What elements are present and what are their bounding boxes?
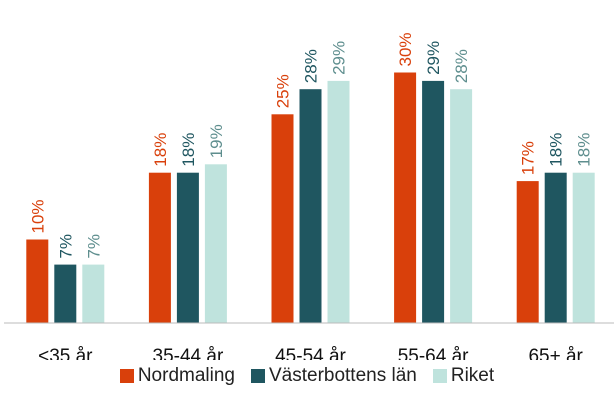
bar-vasterbottens-lan-3 <box>299 89 322 323</box>
x-tick-label-3: 45-54 år <box>275 346 346 360</box>
bar-vasterbottens-lan-5 <box>544 172 567 323</box>
data-label-vasterbottens-lan-4: 29% <box>424 41 443 75</box>
bar-chart: 10% 7% 7% <35 år 18% 18% 19% 35-44 år 25% 28% 29% 4… <box>4 32 614 360</box>
data-label-riket-1: 7% <box>84 234 103 259</box>
legend-item-nordmaling: Nordmaling <box>119 365 235 387</box>
data-label-riket-2: 19% <box>207 124 226 158</box>
bar-nordmaling-5 <box>516 181 539 323</box>
bar-vasterbottens-lan-4 <box>422 80 445 324</box>
data-label-riket-5: 18% <box>575 133 594 167</box>
bar-riket-2 <box>204 164 227 323</box>
bar-nordmaling-3 <box>271 114 294 324</box>
bar-vasterbottens-lan-2 <box>176 172 199 323</box>
data-label-vasterbottens-lan-2: 18% <box>179 133 198 167</box>
legend: Nordmaling Västerbottens län Riket <box>0 364 614 388</box>
bar-nordmaling-1 <box>26 239 49 323</box>
data-label-riket-4: 28% <box>452 49 471 83</box>
data-label-nordmaling-3: 25% <box>274 74 293 108</box>
bar-riket-3 <box>327 80 350 324</box>
bar-nordmaling-2 <box>148 172 171 323</box>
legend-swatch-riket <box>432 369 447 383</box>
data-label-nordmaling-4: 30% <box>396 32 415 66</box>
legend-swatch-nordmaling <box>119 369 134 383</box>
x-tick-label-5: 65+ år <box>528 346 583 360</box>
data-label-riket-3: 29% <box>330 41 349 75</box>
bar-vasterbottens-lan-1 <box>54 264 77 323</box>
legend-label-riket: Riket <box>450 365 495 386</box>
data-label-vasterbottens-lan-1: 7% <box>56 234 75 259</box>
x-tick-label-1: <35 år <box>38 346 93 360</box>
legend-swatch-vasterbottens-lan <box>250 369 265 383</box>
legend-item-riket: Riket <box>432 365 495 387</box>
data-label-nordmaling-1: 10% <box>28 199 47 233</box>
data-label-nordmaling-2: 18% <box>151 133 170 167</box>
legend-label-vasterbottens-lan: Västerbottens län <box>268 365 417 386</box>
data-label-vasterbottens-lan-5: 18% <box>547 133 566 167</box>
bar-nordmaling-4 <box>394 72 417 323</box>
x-tick-label-2: 35-44 år <box>153 346 224 360</box>
bar-riket-1 <box>82 264 105 323</box>
data-label-nordmaling-5: 17% <box>519 141 538 175</box>
data-label-vasterbottens-lan-3: 28% <box>302 49 321 83</box>
legend-item-vasterbottens-lan: Västerbottens län <box>250 365 417 387</box>
legend-label-nordmaling: Nordmaling <box>137 365 235 386</box>
bar-riket-5 <box>572 172 595 323</box>
x-tick-label-4: 55-64 år <box>398 346 469 360</box>
bar-riket-4 <box>450 89 473 323</box>
